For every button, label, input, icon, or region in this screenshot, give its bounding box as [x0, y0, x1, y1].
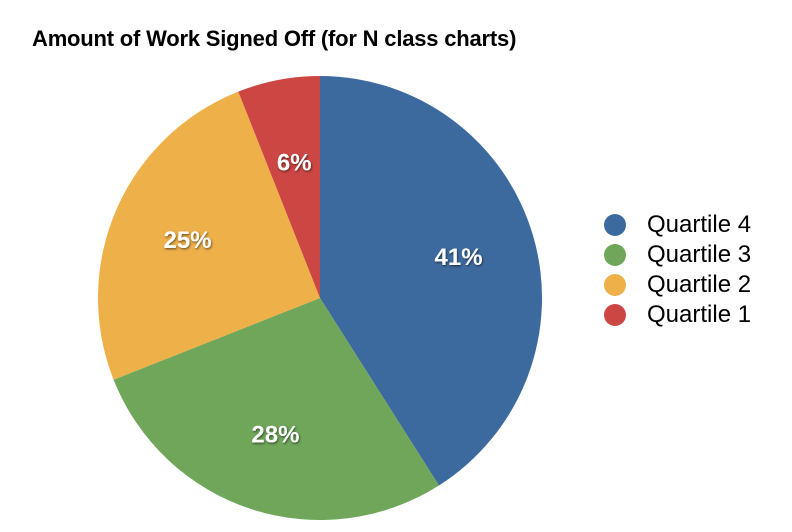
legend-item-quartile-2: Quartile 2 — [604, 270, 751, 300]
pie-slice-quartile-1 — [238, 76, 320, 298]
legend-item-quartile-4: Quartile 4 — [604, 210, 751, 240]
legend-label: Quartile 4 — [647, 211, 752, 238]
legend-swatch — [604, 244, 626, 266]
pie-slice-quartile-2 — [97, 91, 320, 380]
pie-labels: 41% 28% 25% 6% — [164, 149, 483, 448]
pie-slice-quartile-3 — [113, 298, 439, 520]
legend-item-quartile-1: Quartile 1 — [604, 300, 751, 330]
chart-title: Amount of Work Signed Off (for N class c… — [32, 26, 517, 51]
legend-label: Quartile 1 — [647, 301, 752, 328]
pie-slice-quartile-4 — [320, 76, 542, 486]
legend: Quartile 4 Quartile 3 Quartile 2 Quartile 1 — [604, 210, 751, 330]
legend-swatch — [604, 274, 626, 296]
legend-label: Quartile 3 — [647, 241, 752, 268]
slice-label-quartile-4: 41% — [435, 244, 483, 271]
legend-swatch — [604, 304, 626, 326]
legend-item-quartile-3: Quartile 3 — [604, 240, 751, 270]
legend-swatch — [604, 214, 626, 236]
pie-slices — [97, 76, 542, 520]
slice-label-quartile-2: 25% — [164, 227, 212, 254]
slice-label-quartile-3: 28% — [251, 422, 299, 449]
slice-label-quartile-1: 6% — [277, 149, 312, 176]
legend-label: Quartile 2 — [647, 271, 752, 298]
